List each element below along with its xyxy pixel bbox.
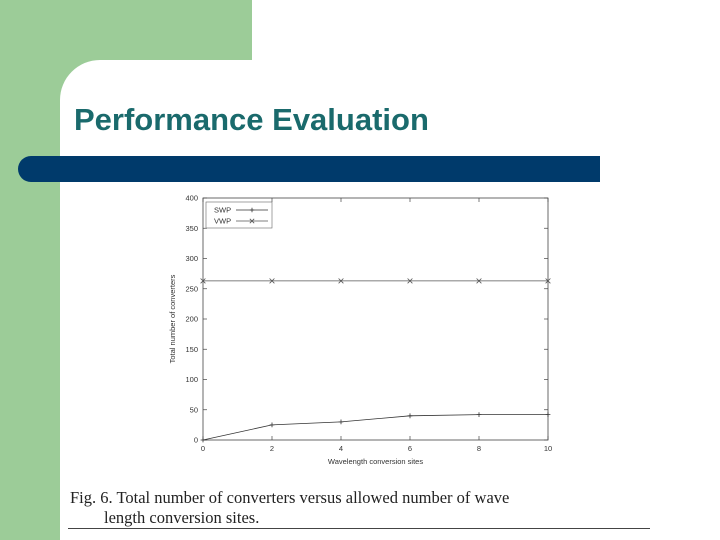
caption-rule — [68, 528, 650, 529]
y-axis-label: Total number of converters — [168, 274, 177, 363]
y-tick-label: 150 — [185, 345, 198, 354]
legend-box — [205, 201, 273, 229]
caption-line-1: Fig. 6. Total number of converters versu… — [70, 488, 510, 507]
data-point-swp — [476, 412, 482, 417]
y-tick-label: 0 — [194, 436, 198, 445]
data-point-vwp — [407, 278, 413, 284]
x-tick-label: 8 — [477, 444, 481, 453]
data-point-swp — [269, 422, 275, 428]
data-point-swp — [545, 412, 551, 417]
data-point-vwp — [338, 278, 344, 284]
y-tick-label: 50 — [190, 405, 198, 414]
x-tick-label: 6 — [408, 444, 412, 453]
y-tick-label: 100 — [185, 375, 198, 384]
content-panel — [60, 60, 720, 540]
data-point-swp — [200, 437, 206, 443]
figure-caption: Fig. 6. Total number of converters versu… — [70, 488, 660, 530]
x-tick-label: 0 — [201, 444, 205, 453]
plot-frame — [202, 197, 549, 441]
series-line-swp — [202, 414, 548, 441]
x-tick-label: 10 — [544, 444, 552, 453]
data-point-swp — [407, 413, 413, 419]
title-underline-bar — [18, 156, 600, 182]
legend-label: SWP — [214, 206, 231, 215]
y-tick-label: 250 — [185, 284, 198, 293]
data-point-vwp — [476, 278, 482, 284]
x-tick-label: 2 — [270, 444, 274, 453]
y-tick-label: 200 — [185, 315, 198, 324]
x-tick-label: 4 — [339, 444, 343, 453]
y-tick-label: 350 — [185, 224, 198, 233]
data-point-vwp — [545, 278, 551, 284]
legend-marker — [249, 218, 255, 224]
data-point-swp — [338, 419, 344, 425]
slide-title: Performance Evaluation — [74, 102, 429, 137]
y-tick-label: 400 — [185, 194, 198, 203]
data-point-vwp — [200, 278, 206, 284]
legend-label: VWP — [214, 217, 231, 226]
data-point-vwp — [269, 278, 275, 284]
x-axis-label: Wavelength conversion sites — [328, 457, 423, 466]
legend-marker — [249, 207, 255, 213]
caption-line-2: length conversion sites. — [104, 508, 260, 527]
y-tick-label: 300 — [185, 254, 198, 263]
